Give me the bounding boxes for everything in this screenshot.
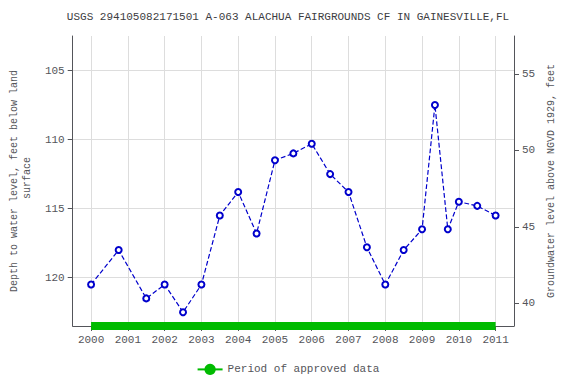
- svg-text:45: 45: [522, 221, 535, 233]
- svg-text:2009: 2009: [409, 334, 435, 346]
- svg-text:120: 120: [45, 272, 65, 284]
- svg-text:2002: 2002: [151, 334, 177, 346]
- svg-text:2006: 2006: [299, 334, 325, 346]
- svg-text:55: 55: [522, 68, 535, 80]
- svg-text:USGS 294105082171501 A-063 ALA: USGS 294105082171501 A-063 ALACHUA FAIRG…: [67, 11, 509, 23]
- svg-text:2008: 2008: [372, 334, 398, 346]
- svg-text:40: 40: [522, 297, 535, 309]
- svg-text:115: 115: [45, 203, 65, 215]
- svg-text:2010: 2010: [446, 334, 472, 346]
- svg-text:2001: 2001: [115, 334, 142, 346]
- svg-text:2007: 2007: [335, 334, 361, 346]
- svg-text:Groundwater level above NGVD 1: Groundwater level above NGVD 1929, feet: [546, 64, 557, 298]
- svg-text:2003: 2003: [188, 334, 214, 346]
- svg-text:2011: 2011: [482, 334, 509, 346]
- svg-text:Period of approved data: Period of approved data: [228, 363, 380, 375]
- svg-text:105: 105: [45, 65, 65, 77]
- svg-text:2004: 2004: [225, 334, 252, 346]
- svg-text:110: 110: [45, 134, 65, 146]
- svg-text:Depth to water level, feet bel: Depth to water level, feet below land: [9, 70, 20, 292]
- svg-text:50: 50: [522, 144, 535, 156]
- svg-text:2005: 2005: [262, 334, 288, 346]
- svg-text:surface: surface: [22, 157, 33, 205]
- svg-text:2000: 2000: [78, 334, 104, 346]
